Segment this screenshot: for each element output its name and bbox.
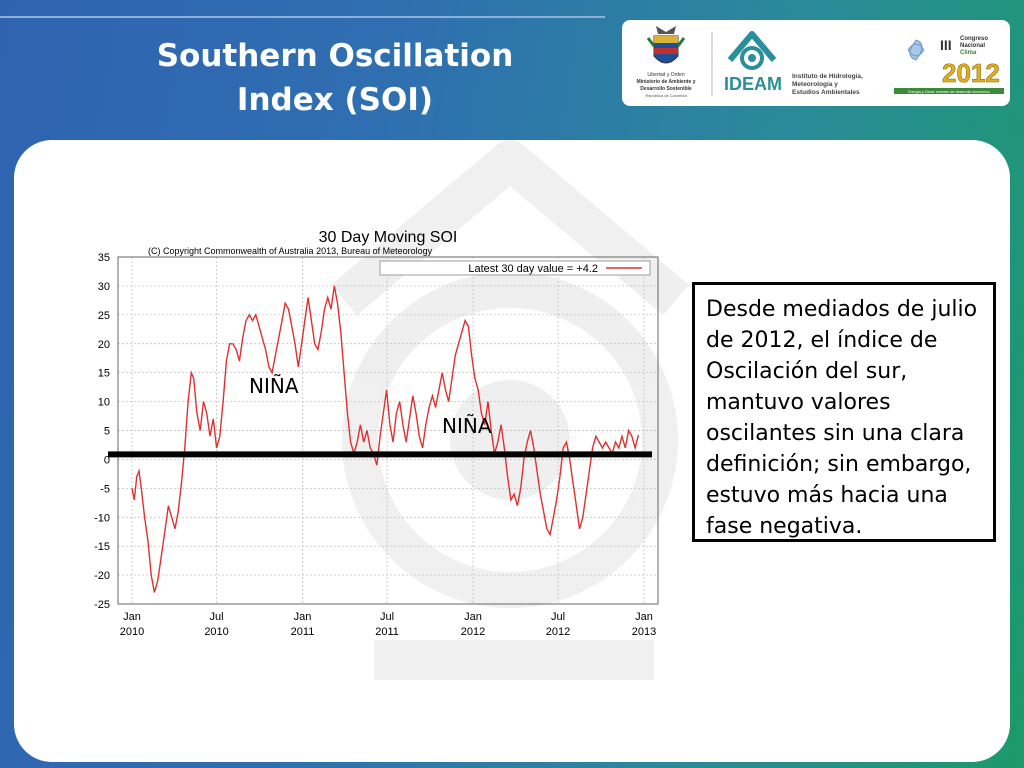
y-tick-label: 15 [98, 368, 110, 380]
x-tick-year: 2012 [546, 626, 570, 638]
x-tick-year: 2010 [120, 626, 144, 638]
x-tick-month: Jan [294, 611, 312, 623]
ministry-line-2: Ministerio de Ambiente y [637, 79, 696, 85]
congress-year: 2012 [942, 58, 1000, 88]
x-tick-year: 2010 [204, 626, 228, 638]
ministry-line-4: República de Colombia [645, 93, 687, 98]
ideam-logo: IDEAM Instituto de Hidrología, Meteorolo… [724, 31, 863, 96]
series-line-soi [131, 285, 640, 593]
ideam-line-3: Estudios Ambientales [792, 89, 860, 96]
y-tick-label: 30 [98, 281, 110, 293]
description-callout: Desde mediados de julio de 2012, el índi… [692, 282, 996, 542]
x-tick-month: Jan [635, 611, 653, 623]
plot-frame [117, 256, 659, 605]
congress-tagline: Energía y Clima: motores del desarrollo … [908, 90, 990, 94]
soi-chart: 30 Day Moving SOI (C) Copyright Commonwe… [94, 229, 659, 638]
coat-of-arms-logo: Libertad y Orden Ministerio de Ambiente … [637, 26, 696, 98]
y-axis: 35 30 25 20 15 10 5 0 -5 -10 -15 -20 -25 [94, 252, 110, 611]
x-tick-year: 2011 [375, 626, 399, 638]
x-tick-year: 2012 [461, 626, 485, 638]
content-panel [14, 140, 1010, 762]
top-divider [0, 16, 605, 18]
x-axis: Jan 2010 Jul 2010 Jan 2011 Jul 2011 Jan 2012 Jul 20… [120, 611, 656, 638]
x-tick-month: Jul [551, 611, 565, 623]
x-tick-year: 2013 [632, 626, 656, 638]
ideam-name: IDEAM [724, 74, 782, 94]
chart-title: 30 Day Moving SOI [319, 229, 458, 246]
grid [118, 256, 658, 605]
congress-roman: III [940, 37, 952, 53]
x-tick-month: Jan [464, 611, 482, 623]
annotation-nina-2: NIÑA [442, 414, 492, 438]
logo-panel: Libertad y Orden Ministerio de Ambiente … [622, 20, 1010, 106]
ministry-line-3: Desarrollo Sostenible [640, 86, 692, 92]
x-tick-month: Jul [380, 611, 394, 623]
annotation-nina-1: NIÑA [249, 374, 299, 398]
y-tick-label: -15 [94, 541, 110, 553]
slide-title: Southern Oscillation Index (SOI) [156, 38, 514, 118]
legend-label: Latest 30 day value = +4.2 [468, 263, 598, 275]
y-tick-label: 0 [104, 454, 110, 466]
x-tick-month: Jul [210, 611, 224, 623]
legend-box [379, 260, 651, 276]
y-tick-label: 10 [98, 397, 110, 409]
ideam-line-1: Instituto de Hidrología, [792, 73, 863, 80]
congress-line-3: Clima [960, 50, 977, 56]
x-tick-month: Jan [123, 611, 141, 623]
y-tick-label: 20 [98, 339, 110, 351]
chart-legend: Latest 30 day value = +4.2 [379, 260, 651, 276]
y-tick-label: -20 [94, 570, 110, 582]
y-tick-label: -10 [94, 512, 110, 524]
description-text: Desde mediados de julio de 2012, el índi… [706, 297, 978, 539]
y-tick-label: -25 [94, 599, 110, 611]
y-tick-label: 25 [98, 310, 110, 322]
y-tick-label: 5 [104, 426, 110, 438]
ministry-line-1: Libertad y Orden [647, 72, 684, 78]
ideam-line-2: Meteorología y [792, 81, 838, 88]
watermark-logo [331, 140, 689, 680]
y-tick-label: -5 [100, 483, 110, 495]
x-tick-year: 2011 [291, 626, 315, 638]
congress-logo: III Congreso Nacional Clima 2012 Energía… [894, 36, 1004, 94]
y-tick-label: 35 [98, 252, 110, 264]
congress-line-2: Nacional [960, 43, 985, 49]
congress-line-1: Congreso [960, 36, 988, 42]
chart-subtitle: (C) Copyright Commonwealth of Australia … [148, 246, 433, 256]
